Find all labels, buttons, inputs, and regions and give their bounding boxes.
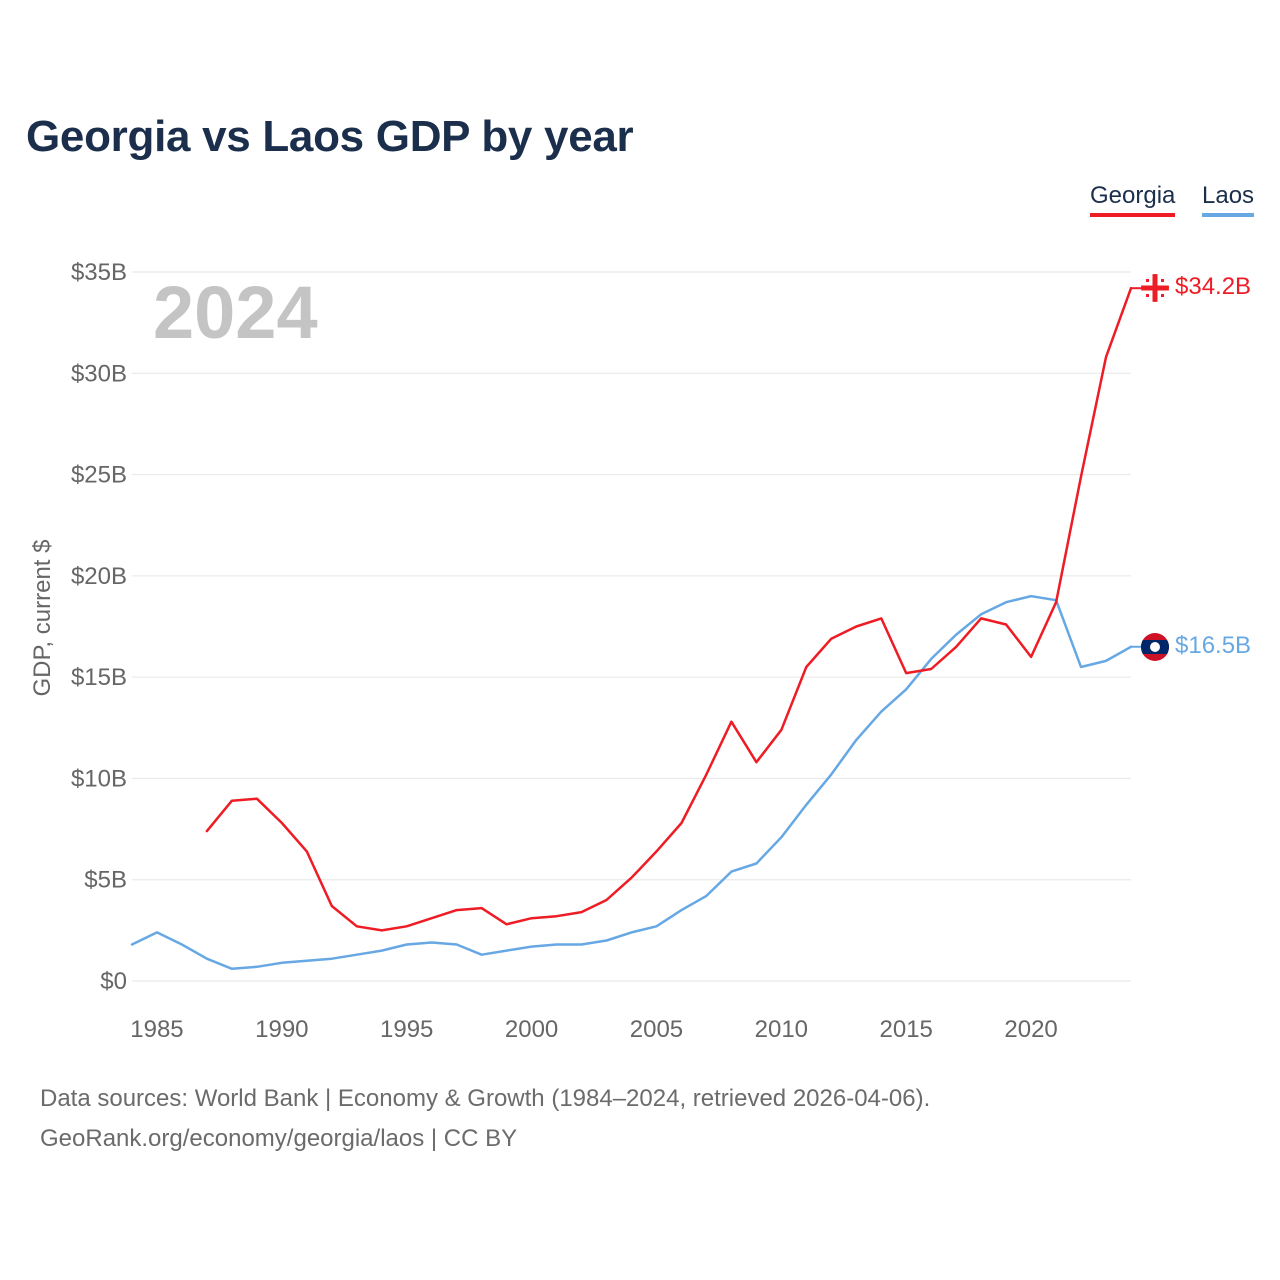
x-tick-label: 1990	[255, 1016, 308, 1043]
x-tick-label: 1985	[130, 1016, 183, 1043]
x-tick-label: 2000	[505, 1016, 558, 1043]
y-tick-label: $35B	[71, 259, 127, 286]
source-note: Data sources: World Bank | Economy & Gro…	[40, 1085, 931, 1112]
source-link[interactable]: GeoRank.org/economy/georgia/laos | CC BY	[40, 1125, 518, 1152]
y-tick-label: $25B	[71, 462, 127, 489]
x-tick-label: 2015	[880, 1016, 933, 1043]
series-line-laos[interactable]	[130, 594, 1133, 971]
x-tick-label: 2020	[1004, 1016, 1057, 1043]
legend-item-laos[interactable]: Laos	[1202, 182, 1255, 217]
y-tick-label: $20B	[71, 563, 127, 590]
y-axis-ticks: $0 $5B $10B $15B $20B $25B $30B $35B	[71, 259, 127, 995]
x-tick-label: 1995	[380, 1016, 433, 1043]
georgia-flag-icon	[1141, 274, 1169, 302]
y-axis-title: GDP, current $	[29, 540, 56, 697]
x-tick-label: 2005	[630, 1016, 683, 1043]
year-watermark: 2024	[153, 271, 318, 354]
y-tick-label: $10B	[71, 765, 127, 792]
series-line-georgia[interactable]	[205, 286, 1133, 932]
y-tick-label: $15B	[71, 664, 127, 691]
laos-end-label: $16.5B	[1175, 632, 1251, 659]
y-tick-label: $5B	[84, 867, 127, 894]
y-tick-label: $30B	[71, 360, 127, 387]
series-lines	[130, 286, 1141, 971]
x-axis-ticks: 1985 1990 1995 2000 2005 2010 2015 2020	[130, 1016, 1058, 1043]
x-tick-label: 2010	[755, 1016, 808, 1043]
laos-flag-icon	[1141, 633, 1169, 661]
y-tick-label: $0	[100, 968, 127, 995]
page-title: Georgia vs Laos GDP by year	[26, 112, 634, 161]
georgia-end-label: $34.2B	[1175, 273, 1251, 300]
gridlines	[132, 271, 1131, 982]
legend-item-georgia[interactable]: Georgia	[1090, 182, 1176, 217]
